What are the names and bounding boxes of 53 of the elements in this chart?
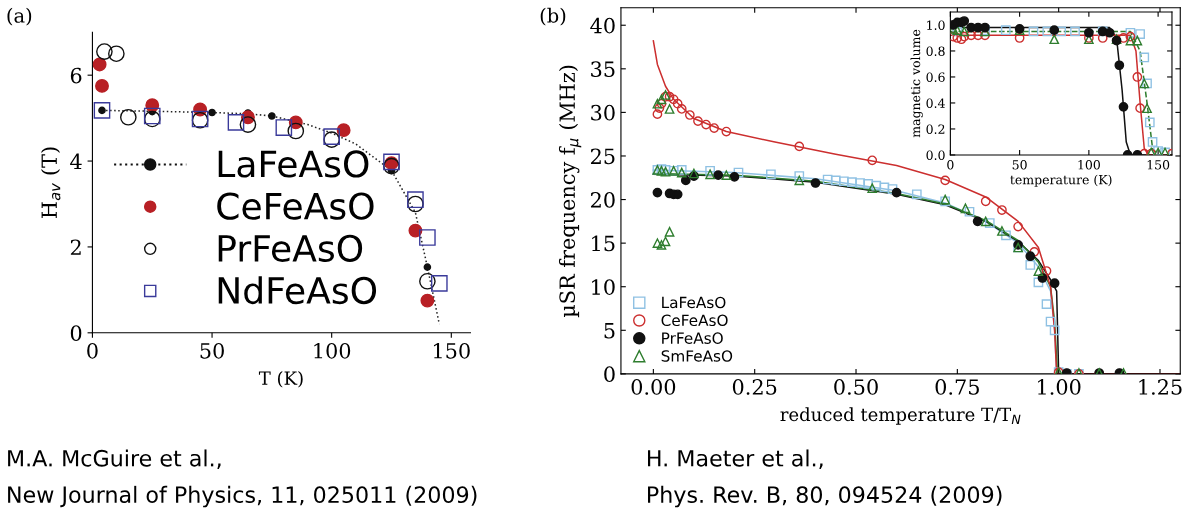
x-tick-label: 100 bbox=[314, 342, 351, 359]
y-tick-label: 20 bbox=[590, 192, 615, 208]
y-tick-label: 40 bbox=[590, 17, 615, 34]
y-tick-label: 5 bbox=[604, 323, 615, 339]
text: H. Maeter et al., bbox=[648, 449, 823, 469]
y-tick-label: 15 bbox=[592, 235, 615, 252]
legend-label: LaFeAsO bbox=[218, 150, 369, 178]
x-tick-label: 1.25 bbox=[1139, 379, 1182, 395]
text: Phys. Rev. B, 80, 094524 (2009) bbox=[648, 485, 1002, 508]
legend-label: NdFeAsO bbox=[218, 276, 377, 305]
x-tick-label: 0 bbox=[947, 160, 954, 170]
y-tick-label: 0.0 bbox=[926, 150, 945, 160]
y-tick-label: 0 bbox=[604, 366, 615, 383]
x-tick-label: 50 bbox=[200, 342, 224, 359]
y-axis-title: H$_{av}$ (T) bbox=[40, 147, 61, 219]
y-tick-label: 10 bbox=[592, 279, 615, 295]
y-tick-label: 25 bbox=[590, 148, 615, 165]
y-tick-label: 0.6 bbox=[926, 72, 945, 82]
legend-label: CeFeAsO bbox=[661, 314, 728, 327]
text: M.A. McGuire et al., bbox=[8, 449, 221, 469]
x-axis-title: temperature (K) bbox=[1010, 174, 1112, 187]
y-tick-label: 30 bbox=[591, 104, 615, 121]
x-tick-label: 0.00 bbox=[631, 379, 676, 395]
y-tick-label: 0.4 bbox=[926, 98, 945, 108]
legend-label: PrFeAsO bbox=[662, 332, 723, 344]
x-tick-label: 0.50 bbox=[834, 379, 878, 395]
y-tick-label: 4 bbox=[70, 153, 82, 169]
legend-label: CeFeAsO bbox=[217, 192, 374, 220]
text: (b) bbox=[540, 7, 566, 26]
x-axis-title: reduced temperature T/T$_{N}$ bbox=[780, 407, 1021, 425]
y-tick-label: 6 bbox=[70, 67, 82, 84]
y-axis-title: magnetic volume bbox=[910, 29, 923, 138]
legend-label: SmFeAsO bbox=[661, 350, 733, 362]
y-tick-label: 0.2 bbox=[926, 124, 945, 134]
legend-label: PrFeAsO bbox=[218, 234, 363, 262]
x-tick-label: 150 bbox=[433, 342, 470, 359]
legend-label: LaFeAsO bbox=[662, 296, 726, 309]
x-tick-label: 0.25 bbox=[732, 379, 777, 395]
y-axis-title: µSR frequency f$_{μ}$ (MHz) bbox=[558, 65, 582, 318]
x-tick-label: 150 bbox=[1147, 160, 1170, 170]
x-axis-title: T (K) bbox=[258, 371, 303, 388]
y-tick-label: 0 bbox=[70, 325, 82, 342]
y-tick-label: 1.0 bbox=[927, 20, 945, 30]
y-tick-label: 0.8 bbox=[926, 46, 945, 56]
x-tick-label: 1.00 bbox=[1038, 379, 1081, 395]
y-tick-label: 35 bbox=[591, 61, 615, 78]
text: New Journal of Physics, 11, 025011 (2009) bbox=[8, 485, 477, 508]
y-tick-label: 2 bbox=[70, 239, 81, 255]
x-tick-label: 0 bbox=[87, 342, 98, 359]
x-tick-label: 50 bbox=[1012, 160, 1027, 170]
x-tick-label: 100 bbox=[1078, 160, 1100, 170]
x-tick-label: 0.75 bbox=[935, 379, 979, 395]
text: (a) bbox=[7, 7, 32, 26]
